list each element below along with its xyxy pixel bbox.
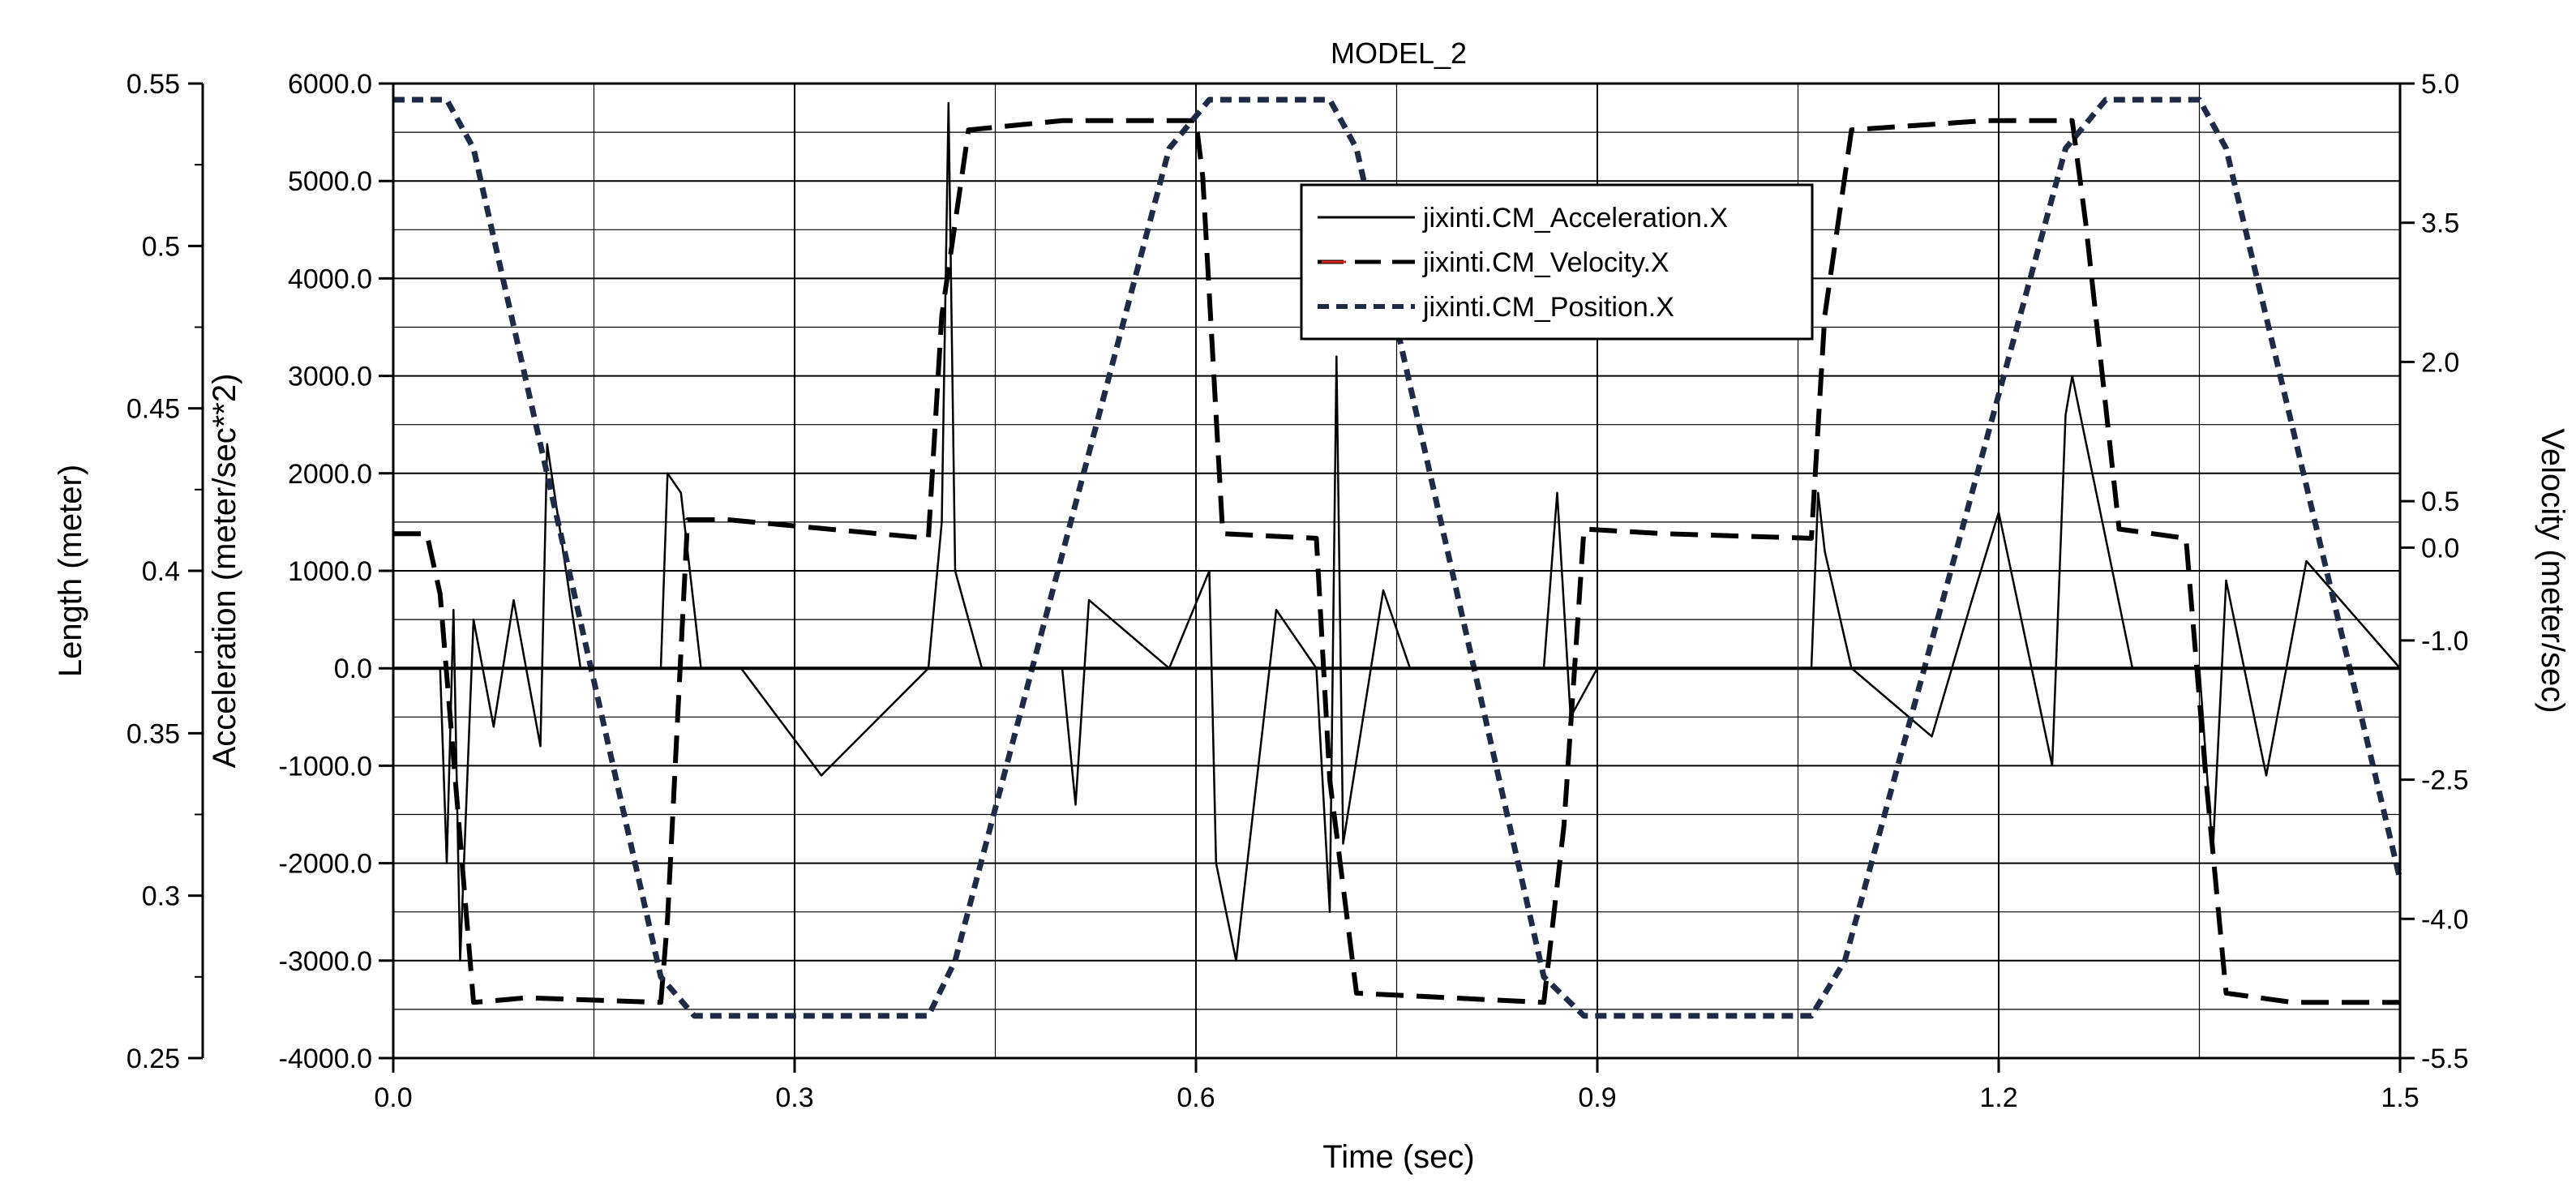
x-axis-ticks: 0.0 0.3 0.6 0.9 1.2 1.5 — [374, 1058, 2420, 1113]
acceleration-tick-label: 1000.0 — [288, 556, 372, 587]
acceleration-axis-ticks: -4000.0 -3000.0 -2000.0 -1000.0 0.0 1000.0 200… — [279, 69, 393, 1074]
length-tick-label: 0.55 — [126, 69, 180, 100]
acceleration-axis-title: Acceleration (meter/sec**2) — [207, 374, 242, 769]
plot-frame — [392, 82, 2402, 1060]
acceleration-tick-label: 5000.0 — [288, 166, 372, 197]
acceleration-tick-label: -2000.0 — [279, 849, 372, 880]
velocity-tick-label: 2.0 — [2421, 347, 2459, 378]
acceleration-tick-label: -4000.0 — [279, 1044, 372, 1074]
velocity-axis-title: Velocity (meter/sec) — [2535, 428, 2570, 713]
x-axis-title: Time (sec) — [1322, 1139, 1474, 1175]
acceleration-tick-label: 6000.0 — [288, 69, 372, 100]
velocity-tick-label: 3.5 — [2421, 208, 2459, 239]
velocity-tick-label: 5.0 — [2421, 69, 2459, 100]
length-tick-label: 0.25 — [126, 1044, 180, 1074]
legend-label-position: jixinti.CM_Position.X — [1422, 292, 1674, 323]
acceleration-tick-label: 4000.0 — [288, 264, 372, 294]
x-tick-label: 1.5 — [2381, 1082, 2419, 1113]
length-tick-label: 0.5 — [142, 231, 180, 262]
acceleration-tick-label: 2000.0 — [288, 459, 372, 490]
x-tick-label: 0.6 — [1177, 1082, 1215, 1113]
chart-title: MODEL_2 — [1331, 36, 1467, 70]
legend-label-acceleration: jixinti.CM_Acceleration.X — [1422, 203, 1728, 234]
x-tick-label: 0.3 — [775, 1082, 813, 1113]
x-tick-label: 1.2 — [1979, 1082, 2017, 1113]
length-tick-label: 0.3 — [142, 881, 180, 912]
length-tick-label: 0.35 — [126, 718, 180, 749]
length-axis-title: Length (meter) — [53, 465, 88, 677]
velocity-tick-label: 0.5 — [2421, 486, 2459, 517]
acceleration-tick-label: 0.0 — [334, 654, 372, 684]
length-tick-label: 0.4 — [142, 556, 180, 587]
velocity-tick-label: -4.0 — [2421, 904, 2469, 935]
length-axis-ticks: 0.25 0.3 0.35 0.4 0.45 0.5 0.55 — [126, 69, 203, 1074]
series-length — [393, 96, 2403, 1019]
acceleration-tick-label: -3000.0 — [279, 946, 372, 977]
acceleration-tick-label: 3000.0 — [288, 362, 372, 392]
velocity-tick-label: -1.0 — [2421, 626, 2469, 657]
velocity-axis-ticks: -5.5 -4.0 -2.5 -1.0 0.0 0.5 2.0 3.5 5.0 — [2400, 69, 2469, 1074]
velocity-tick-label: 0.0 — [2421, 533, 2459, 564]
legend-box — [1300, 183, 1814, 341]
legend: jixinti.CM_Acceleration.X jixinti.CM_Vel… — [1300, 183, 1814, 341]
length-tick-label: 0.45 — [126, 394, 180, 425]
velocity-tick-label: -5.5 — [2421, 1044, 2469, 1074]
acceleration-tick-label: -1000.0 — [279, 751, 372, 782]
legend-label-velocity: jixinti.CM_Velocity.X — [1422, 247, 1669, 278]
x-tick-label: 0.0 — [374, 1082, 412, 1113]
x-tick-label: 0.9 — [1578, 1082, 1616, 1113]
velocity-tick-label: -2.5 — [2421, 765, 2469, 796]
